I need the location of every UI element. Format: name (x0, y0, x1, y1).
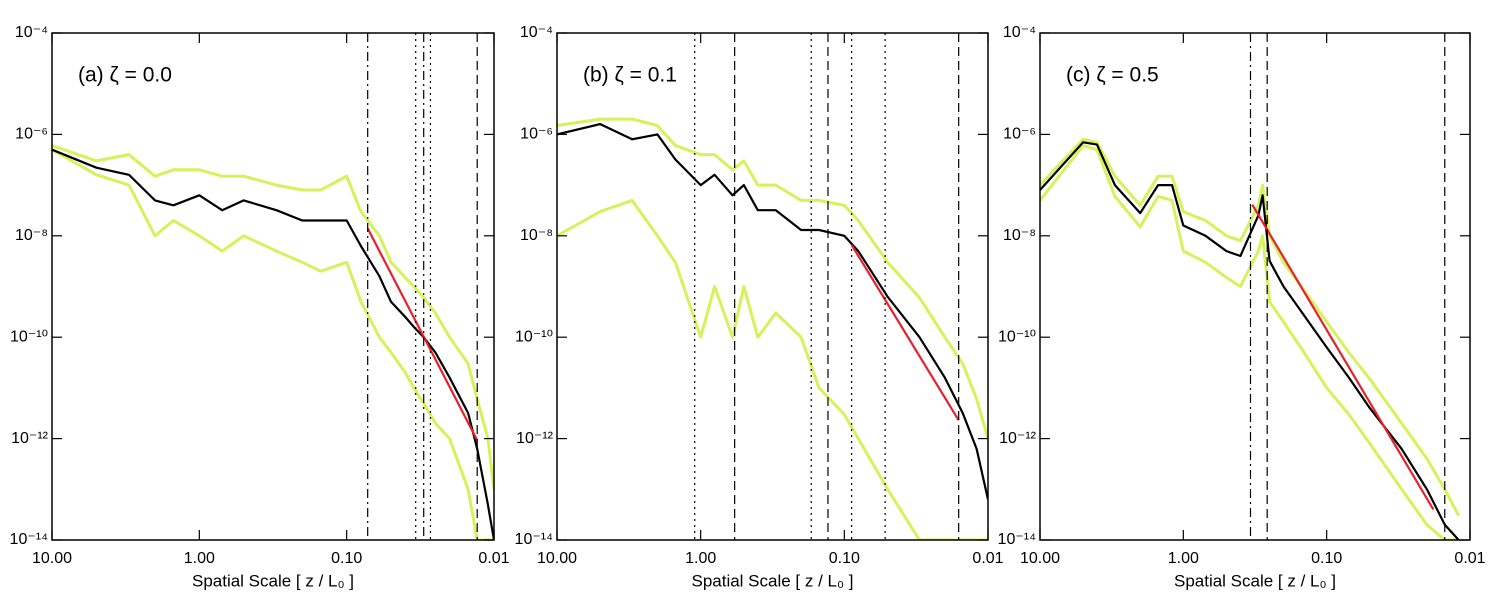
x-tick-label: 1.00 (184, 550, 215, 567)
series-line (52, 148, 494, 540)
x-tick-label: 0.10 (331, 550, 362, 567)
x-tick-label: 0.10 (1311, 550, 1342, 567)
series-line (1040, 137, 1461, 517)
axes-frame (1039, 32, 1471, 541)
panel: 10⁻¹⁴ 10⁻¹² 10⁻¹⁰ 10⁻⁸ 10⁻⁶ 10⁻⁴ 10.00 1.00 0.10… (515, 24, 1004, 590)
x-tick-label: 10.00 (32, 550, 72, 567)
y-tick-label: 10⁻⁶ (15, 126, 48, 143)
panel-annotation: (a) ζ = 0.0 (78, 64, 172, 87)
y-tick-label: 10⁻⁸ (520, 227, 553, 244)
axes-frame (51, 32, 495, 541)
y-tick-label: 10⁻⁸ (15, 227, 48, 244)
x-tick-label: 0.10 (829, 550, 860, 567)
y-tick-label: 10⁻⁸ (1003, 227, 1036, 244)
y-tick-label: 10⁻¹⁴ (10, 531, 49, 548)
y-tick-label: 10⁻¹⁰ (998, 328, 1036, 345)
y-tick-label: 10⁻¹² (11, 430, 49, 447)
series-line (52, 144, 494, 490)
series-line (850, 244, 960, 421)
plot-area (1040, 33, 1461, 540)
y-tick-label: 10⁻¹⁰ (515, 328, 553, 345)
y-tick-label: 10⁻⁴ (15, 24, 48, 41)
x-tick-label: 1.00 (1168, 550, 1199, 567)
plot-area (52, 33, 494, 540)
y-tick-label: 10⁻⁴ (1003, 24, 1036, 41)
series-line (557, 123, 988, 500)
panel: 10⁻¹⁴ 10⁻¹² 10⁻¹⁰ 10⁻⁸ 10⁻⁶ 10⁻⁴ 10.00 1.00 0.10… (10, 24, 510, 590)
x-tick-label: 10.00 (1020, 550, 1060, 567)
x-axis-label: Spatial Scale [ z / L₀ ] (1174, 571, 1336, 590)
y-tick-label: 10⁻¹⁴ (515, 531, 554, 548)
panel-annotation: (b) ζ = 0.1 (583, 64, 677, 87)
y-tick-label: 10⁻¹² (516, 430, 554, 447)
x-tick-label: 0.01 (478, 550, 509, 567)
y-tick-label: 10⁻⁶ (520, 126, 553, 143)
y-tick-label: 10⁻¹⁰ (10, 328, 48, 345)
y-tick-label: 10⁻¹² (999, 430, 1037, 447)
series-line (557, 117, 988, 440)
y-tick-label: 10⁻¹⁴ (998, 531, 1037, 548)
y-tick-label: 10⁻⁶ (1003, 126, 1036, 143)
series-line (1040, 144, 1459, 540)
x-axis-label: Spatial Scale [ z / L₀ ] (192, 571, 354, 590)
x-tick-label: 0.01 (972, 550, 1003, 567)
x-tick-label: 1.00 (685, 550, 716, 567)
y-tick-label: 10⁻⁴ (520, 24, 553, 41)
x-tick-label: 0.01 (1454, 550, 1485, 567)
panel-annotation: (c) ζ = 0.5 (1066, 64, 1159, 87)
x-tick-label: 10.00 (537, 550, 577, 567)
axes-frame (556, 32, 989, 541)
x-axis-label: Spatial Scale [ z / L₀ ] (691, 571, 853, 590)
series-line (52, 148, 494, 540)
series-line (366, 227, 479, 441)
series-line (557, 198, 988, 540)
series-line (1251, 204, 1435, 511)
panel: 10⁻¹⁴ 10⁻¹² 10⁻¹⁰ 10⁻⁸ 10⁻⁶ 10⁻⁴ 10.00 1.00 0.10… (998, 24, 1486, 590)
plot-area (557, 33, 988, 540)
